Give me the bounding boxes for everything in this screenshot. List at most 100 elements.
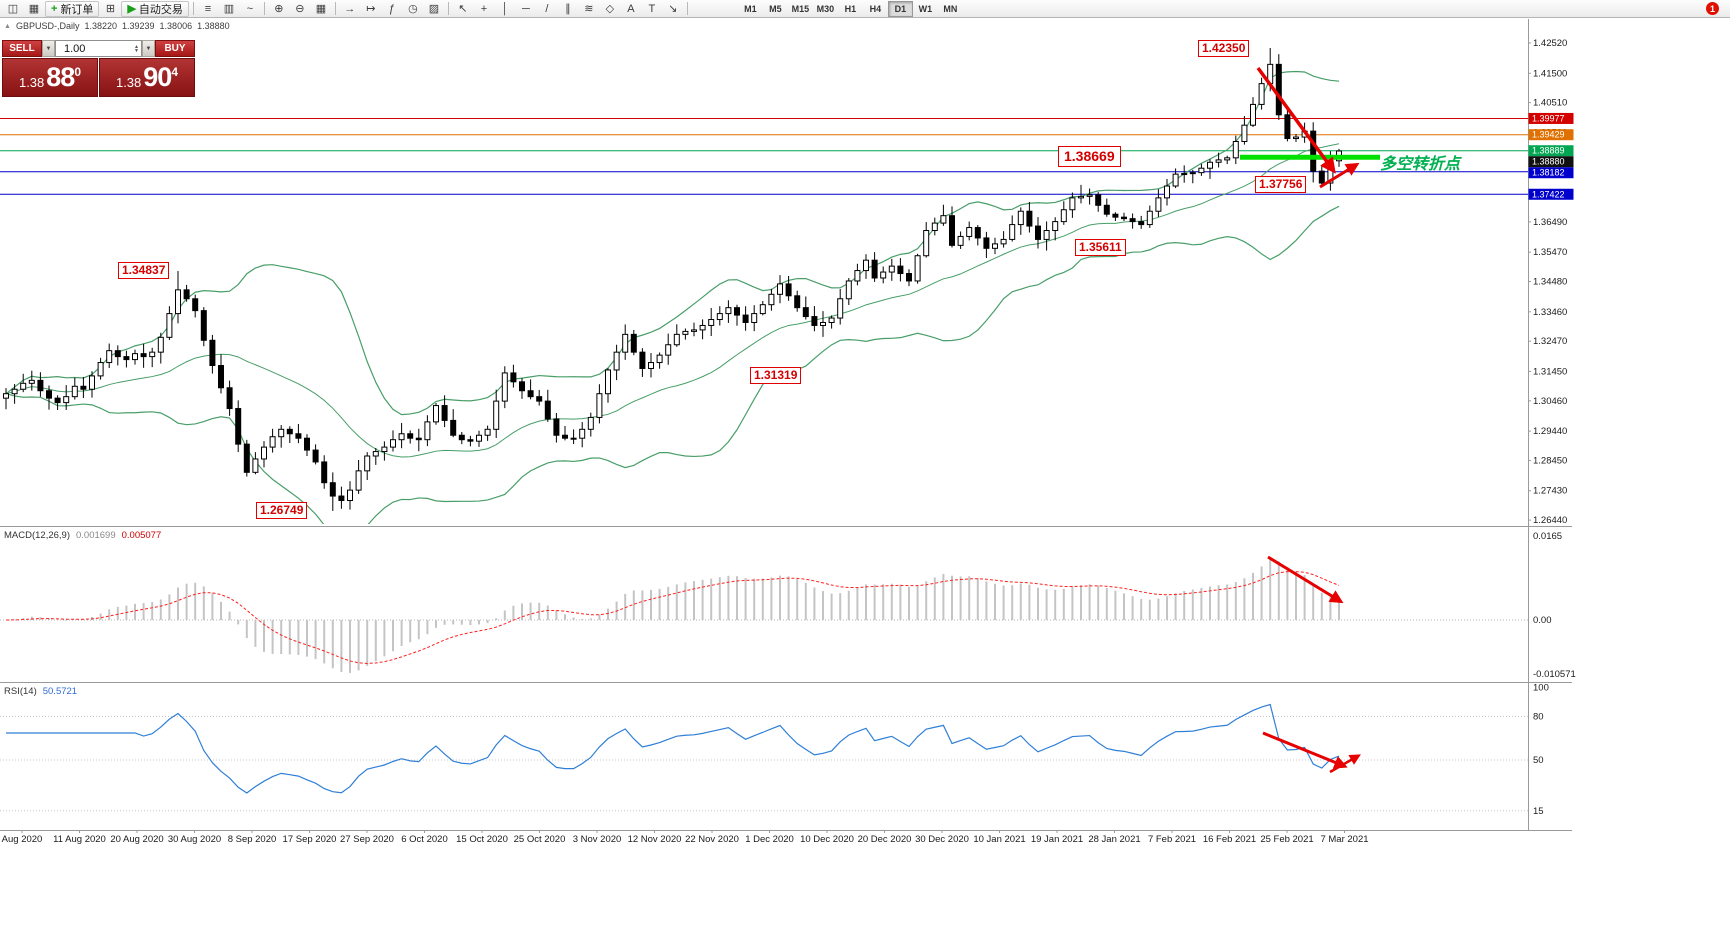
- caret-down-icon: ▼: [145, 45, 152, 52]
- sell-tab[interactable]: SELL: [2, 40, 42, 57]
- macd-header: MACD(12,26,9) 0.001699 0.005077: [4, 530, 161, 541]
- svg-text:1.34480: 1.34480: [1533, 277, 1567, 288]
- sell-dropdown[interactable]: ▼: [42, 40, 55, 57]
- svg-text:10 Jan 2021: 10 Jan 2021: [973, 834, 1025, 845]
- zoom-out-icon[interactable]: ⊖: [295, 3, 305, 15]
- profiles-icon[interactable]: ▦: [28, 3, 40, 15]
- auto-scroll-icon[interactable]: →: [344, 2, 356, 15]
- macd-scale[interactable]: 0.0165 0.00 -0.010571: [1533, 531, 1576, 680]
- chart-windows-icon[interactable]: ⊞: [105, 3, 116, 15]
- price-annotation-tag[interactable]: 1.38669: [1058, 146, 1121, 168]
- spin-up-icon[interactable]: ▲: [134, 43, 139, 50]
- autotrading-button[interactable]: ▶ 自动交易: [121, 0, 189, 17]
- toolbar-separator: [192, 2, 194, 15]
- timeframe-m30[interactable]: M30: [816, 3, 835, 14]
- price-annotation-tag[interactable]: 1.37756: [1255, 175, 1307, 193]
- channel-icon[interactable]: ∥: [565, 3, 571, 15]
- bar-chart-icon[interactable]: ≡: [204, 2, 212, 15]
- rsi-line: [6, 703, 1340, 794]
- turning-point-note[interactable]: 多空转折点: [1380, 156, 1461, 173]
- sell-price-prefix: 1.38: [18, 74, 45, 90]
- new-chart-icon[interactable]: ◫: [7, 3, 19, 15]
- trend-arrows[interactable]: [1256, 66, 1361, 774]
- zoom-in-icon[interactable]: ⊕: [274, 3, 284, 15]
- volume-input[interactable]: 1.00 ▲ ▼: [55, 40, 142, 57]
- svg-text:-0.010571: -0.010571: [1533, 669, 1576, 680]
- spin-down-icon[interactable]: ▼: [134, 47, 139, 54]
- svg-text:1.26440: 1.26440: [1533, 515, 1567, 526]
- svg-text:10 Dec 2020: 10 Dec 2020: [800, 834, 854, 845]
- svg-text:17 Sep 2020: 17 Sep 2020: [283, 834, 337, 845]
- buy-price-big: 90: [143, 62, 172, 92]
- rsi-scale[interactable]: 100 80 50 15: [1533, 683, 1549, 817]
- rsi-header: RSI(14) 50.5721: [4, 686, 77, 697]
- volume-spinner[interactable]: ▲ ▼: [134, 43, 139, 54]
- toolbar-separator: [686, 2, 688, 15]
- svg-text:25 Oct 2020: 25 Oct 2020: [514, 834, 566, 845]
- timeframe-h1[interactable]: H1: [844, 3, 857, 14]
- date-scale[interactable]: Aug 2020 11 Aug 2020 20 Aug 2020 30 Aug 202…: [2, 830, 1369, 845]
- horizontal-price-lines[interactable]: [0, 117, 1528, 195]
- svg-text:7 Feb 2021: 7 Feb 2021: [1148, 834, 1196, 845]
- vertical-line-icon[interactable]: │: [501, 2, 509, 15]
- crosshair-icon[interactable]: +: [480, 2, 488, 15]
- candles-layer[interactable]: [3, 48, 1342, 511]
- timeframe-m15[interactable]: M15: [791, 3, 810, 14]
- indicators-icon[interactable]: ƒ: [388, 2, 395, 15]
- periods-icon[interactable]: ◷: [408, 3, 418, 15]
- sell-price-sup: 0: [74, 64, 82, 79]
- red-arrow: [1319, 162, 1360, 189]
- symbol-name: GBPUSD-,Daily: [15, 21, 80, 31]
- one-click-trading-panel: SELL ▼ 1.00 ▲ ▼ ▼ BUY 1.38 88 0 1.38 90 …: [2, 40, 195, 97]
- price-annotation-tag[interactable]: 1.34837: [118, 262, 170, 280]
- shapes-icon[interactable]: ◇: [605, 3, 615, 15]
- svg-text:1 Dec 2020: 1 Dec 2020: [745, 834, 794, 845]
- timeframe-m5[interactable]: M5: [769, 3, 782, 14]
- price-annotation-tag[interactable]: 1.42350: [1198, 39, 1250, 57]
- svg-text:1.33460: 1.33460: [1533, 307, 1567, 318]
- buy-tab[interactable]: BUY: [155, 40, 195, 57]
- horizontal-line-icon[interactable]: ─: [522, 2, 530, 15]
- fibonacci-icon[interactable]: ≋: [584, 3, 594, 15]
- timeframe-mn[interactable]: MN: [943, 3, 958, 14]
- svg-text:20 Aug 2020: 20 Aug 2020: [110, 834, 163, 845]
- quote-low: 1.38006: [159, 21, 193, 31]
- price-scale[interactable]: 1.425201.415001.405101.395001.384901.374…: [1528, 38, 1574, 526]
- buy-button[interactable]: 1.38 90 4: [99, 58, 195, 97]
- timeframe-m1[interactable]: M1: [744, 3, 757, 14]
- cursor-icon[interactable]: ↖: [458, 3, 468, 15]
- chart-shift-icon[interactable]: ↦: [366, 3, 376, 15]
- arrows-icon[interactable]: ↘: [668, 3, 678, 15]
- timeframe-h4[interactable]: H4: [869, 3, 882, 14]
- svg-text:1.29440: 1.29440: [1533, 426, 1567, 437]
- buy-dropdown[interactable]: ▼: [142, 40, 155, 57]
- rsi-indicator: [0, 703, 1528, 812]
- svg-text:80: 80: [1533, 712, 1544, 723]
- templates-icon[interactable]: ▨: [428, 3, 440, 15]
- notification-badge[interactable]: 1: [1706, 2, 1719, 15]
- svg-text:1.36490: 1.36490: [1533, 217, 1567, 228]
- label-icon[interactable]: T: [648, 2, 656, 15]
- svg-text:3 Nov 2020: 3 Nov 2020: [573, 834, 622, 845]
- buy-price-prefix: 1.38: [115, 74, 142, 90]
- price-annotation-tag[interactable]: 1.35611: [1075, 239, 1126, 257]
- price-annotation-tag[interactable]: 1.31319: [750, 366, 802, 384]
- price-annotation-tag[interactable]: 1.26749: [256, 502, 308, 520]
- sell-button[interactable]: 1.38 88 0: [2, 58, 98, 97]
- svg-text:1.40510: 1.40510: [1533, 98, 1567, 109]
- candlestick-chart-icon[interactable]: ▥: [223, 3, 235, 15]
- text-icon[interactable]: A: [627, 2, 635, 15]
- line-chart-icon[interactable]: ~: [246, 2, 254, 15]
- timeframe-d1[interactable]: D1: [887, 0, 913, 17]
- rsi-value: 50.5721: [42, 686, 78, 697]
- svg-text:19 Jan 2021: 19 Jan 2021: [1031, 834, 1083, 845]
- svg-text:6 Oct 2020: 6 Oct 2020: [401, 834, 447, 845]
- svg-text:22 Nov 2020: 22 Nov 2020: [685, 834, 739, 845]
- red-arrow: [1329, 754, 1361, 774]
- new-order-button[interactable]: + 新订单: [45, 0, 100, 17]
- trendline-icon[interactable]: /: [545, 2, 549, 15]
- svg-text:25 Feb 2021: 25 Feb 2021: [1260, 834, 1313, 845]
- timeframe-w1[interactable]: W1: [918, 3, 933, 14]
- tile-windows-icon[interactable]: ▦: [315, 3, 327, 15]
